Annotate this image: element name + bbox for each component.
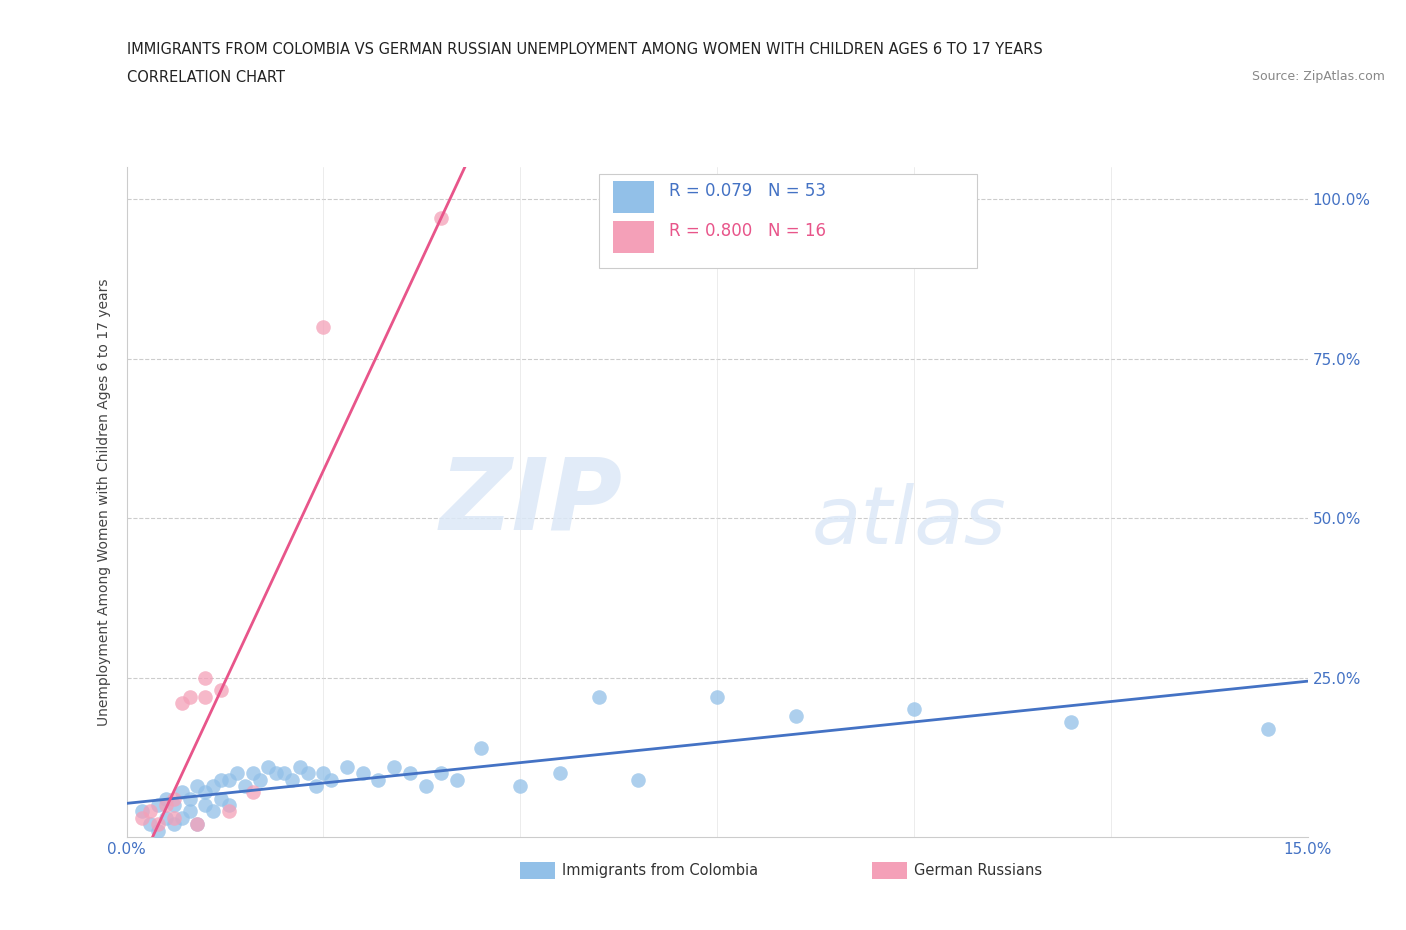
Point xyxy=(225,765,247,780)
Point xyxy=(352,765,374,780)
Text: IMMIGRANTS FROM COLOMBIA VS GERMAN RUSSIAN UNEMPLOYMENT AMONG WOMEN WITH CHILDRE: IMMIGRANTS FROM COLOMBIA VS GERMAN RUSSI… xyxy=(127,42,1042,57)
Point xyxy=(242,765,264,780)
Point xyxy=(209,791,232,806)
Point xyxy=(194,785,217,800)
Text: ZIP: ZIP xyxy=(440,454,623,551)
Point xyxy=(139,817,162,831)
Point xyxy=(146,823,169,838)
Point xyxy=(588,689,610,704)
Point xyxy=(170,810,193,825)
Point xyxy=(194,798,217,813)
Point xyxy=(179,689,201,704)
Point xyxy=(242,785,264,800)
Point xyxy=(430,765,453,780)
Bar xyxy=(613,180,654,213)
Point xyxy=(321,772,343,787)
FancyBboxPatch shape xyxy=(599,174,977,268)
Point xyxy=(155,791,177,806)
Point xyxy=(281,772,304,787)
Point xyxy=(209,683,232,698)
Point xyxy=(179,791,201,806)
Point xyxy=(131,810,153,825)
Point xyxy=(470,740,492,755)
Point xyxy=(903,702,925,717)
Point xyxy=(163,798,186,813)
Point xyxy=(336,760,359,775)
Point xyxy=(430,211,453,226)
Point xyxy=(163,817,186,831)
Point xyxy=(382,760,405,775)
Point xyxy=(367,772,389,787)
Point xyxy=(131,804,153,819)
Text: German Russians: German Russians xyxy=(914,863,1042,878)
Point xyxy=(312,765,335,780)
Bar xyxy=(613,221,654,253)
Point xyxy=(785,709,807,724)
Text: Immigrants from Colombia: Immigrants from Colombia xyxy=(562,863,758,878)
Point xyxy=(194,671,217,685)
Point xyxy=(257,760,280,775)
Point xyxy=(202,804,225,819)
Y-axis label: Unemployment Among Women with Children Ages 6 to 17 years: Unemployment Among Women with Children A… xyxy=(97,278,111,726)
Text: Source: ZipAtlas.com: Source: ZipAtlas.com xyxy=(1251,70,1385,83)
Point xyxy=(186,817,208,831)
Point xyxy=(273,765,295,780)
Text: CORRELATION CHART: CORRELATION CHART xyxy=(127,70,284,85)
Point xyxy=(706,689,728,704)
Point xyxy=(146,798,169,813)
Point xyxy=(155,798,177,813)
Point xyxy=(233,778,256,793)
Point xyxy=(1060,715,1083,730)
Point xyxy=(627,772,650,787)
Point xyxy=(264,765,287,780)
Point xyxy=(249,772,271,787)
Point xyxy=(179,804,201,819)
Point xyxy=(312,319,335,334)
Point xyxy=(288,760,311,775)
Point xyxy=(170,785,193,800)
Point xyxy=(155,810,177,825)
Point xyxy=(139,804,162,819)
Point xyxy=(218,804,240,819)
Point xyxy=(163,810,186,825)
Point xyxy=(194,689,217,704)
Text: atlas: atlas xyxy=(811,484,1007,562)
Point xyxy=(218,772,240,787)
Text: R = 0.079   N = 53: R = 0.079 N = 53 xyxy=(669,182,825,200)
Point xyxy=(509,778,531,793)
Point xyxy=(146,817,169,831)
Point xyxy=(163,791,186,806)
Point xyxy=(415,778,437,793)
Point xyxy=(209,772,232,787)
Point xyxy=(202,778,225,793)
Point xyxy=(186,817,208,831)
Text: R = 0.800   N = 16: R = 0.800 N = 16 xyxy=(669,222,825,240)
Point xyxy=(548,765,571,780)
Point xyxy=(170,696,193,711)
Point xyxy=(297,765,319,780)
Point xyxy=(399,765,422,780)
Point xyxy=(186,778,208,793)
Point xyxy=(1257,721,1279,736)
Point xyxy=(218,798,240,813)
Point xyxy=(446,772,468,787)
Point xyxy=(304,778,326,793)
